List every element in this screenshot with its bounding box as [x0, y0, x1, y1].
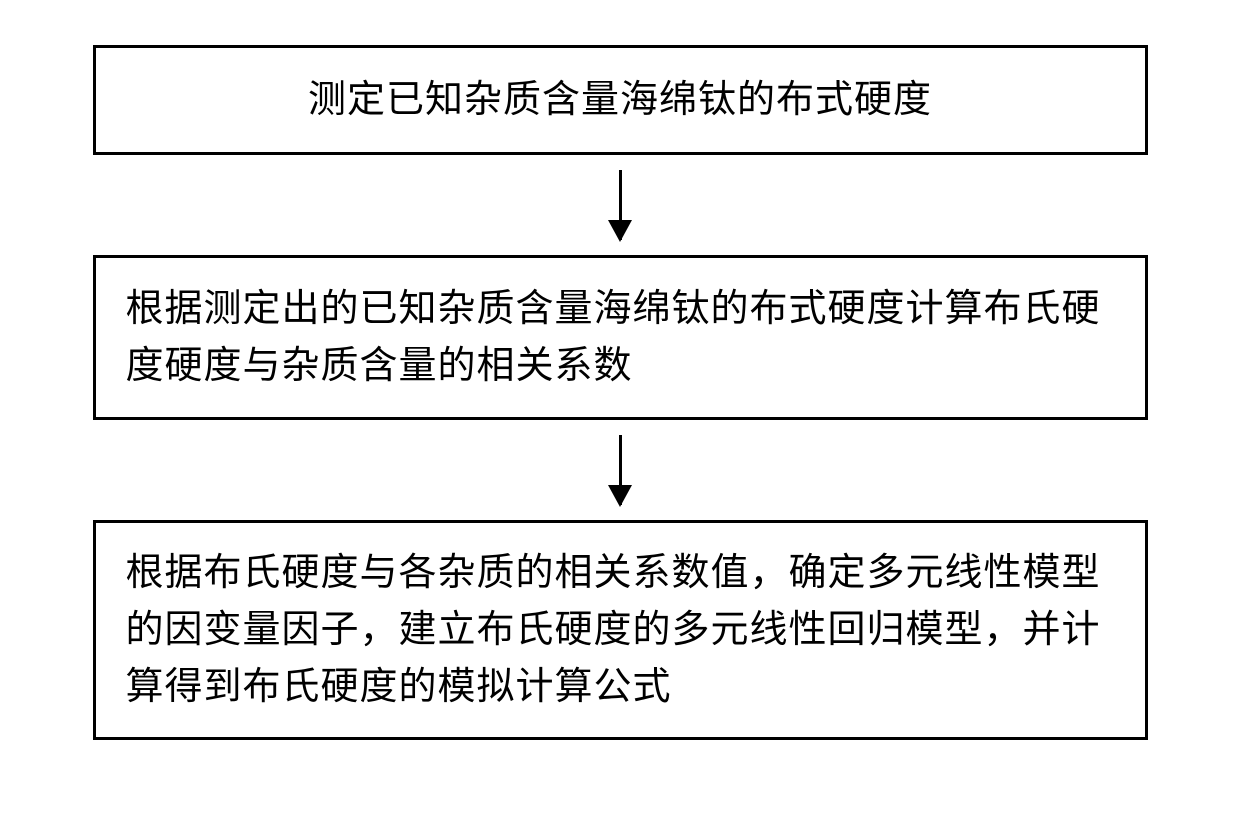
arrow-down-icon [619, 435, 622, 505]
flowchart-step-2: 根据测定出的已知杂质含量海绵钛的布式硬度计算布氏硬度硬度与杂质含量的相关系数 [93, 255, 1148, 420]
flowchart-step-1: 测定已知杂质含量海绵钛的布式硬度 [93, 45, 1148, 155]
flowchart-container: 测定已知杂质含量海绵钛的布式硬度 根据测定出的已知杂质含量海绵钛的布式硬度计算布… [0, 0, 1240, 835]
step-1-text: 测定已知杂质含量海绵钛的布式硬度 [126, 72, 1115, 129]
arrow-container-2 [619, 420, 622, 520]
step-3-text: 根据布氏硬度与各杂质的相关系数值，确定多元线性模型的因变量因子，建立布氏硬度的多… [126, 545, 1115, 716]
flowchart-step-3: 根据布氏硬度与各杂质的相关系数值，确定多元线性模型的因变量因子，建立布氏硬度的多… [93, 520, 1148, 740]
arrow-container-1 [619, 155, 622, 255]
arrow-down-icon [619, 170, 622, 240]
step-2-text: 根据测定出的已知杂质含量海绵钛的布式硬度计算布氏硬度硬度与杂质含量的相关系数 [126, 281, 1115, 395]
